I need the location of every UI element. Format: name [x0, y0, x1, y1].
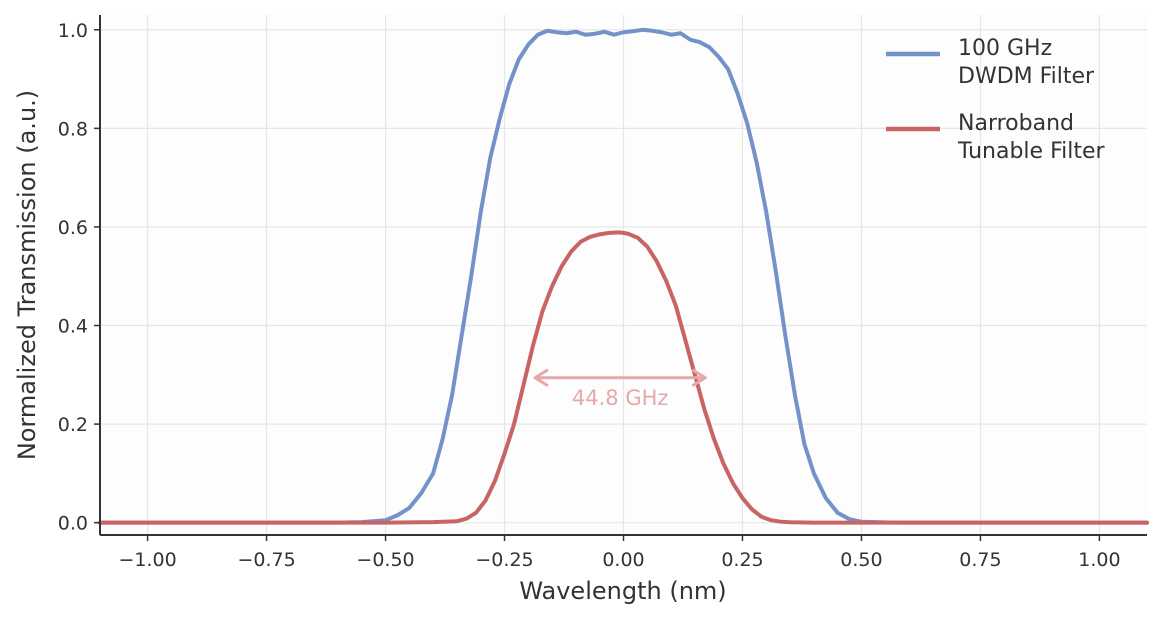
- legend: 100 GHz DWDM Filter Narroband Tunable Filte…: [886, 36, 1106, 164]
- annotation-arrow-head-right: [691, 368, 707, 388]
- y-tick-label: 0.6: [58, 217, 88, 239]
- legend-label-line: 100 GHz: [958, 36, 1052, 61]
- series-line-1: [98, 27, 1149, 525]
- y-tick-label: 0.0: [58, 513, 88, 535]
- y-tick-label: 1.0: [58, 20, 88, 42]
- legend-label-1: 100 GHz DWDM Filter: [958, 36, 1095, 89]
- legend-label-2: Narroband Tunable Filter: [957, 111, 1106, 164]
- y-tick-label: 0.8: [58, 118, 88, 140]
- y-ticks: 0.0 0.2 0.4 0.6 0.8 1.0: [58, 20, 100, 535]
- x-ticks: −1.00 −0.75 −0.50 −0.25 0.00 0.25 0.50 0.75 1.00: [118, 535, 1121, 571]
- series-layer: [98, 27, 1149, 525]
- annotation-layer: 44.8 GHz: [533, 368, 707, 410]
- x-tick-label: −0.50: [356, 549, 414, 571]
- y-tick-label: 0.4: [58, 316, 88, 338]
- annotation-label: 44.8 GHz: [572, 386, 669, 410]
- x-tick-label: 0.50: [840, 549, 882, 571]
- x-tick-label: 0.75: [959, 549, 1001, 571]
- legend-label-line: Tunable Filter: [957, 139, 1106, 164]
- annotation-arrow-head-left: [533, 368, 549, 388]
- x-tick-label: 0.25: [721, 549, 763, 571]
- y-axis-title: Normalized Transmission (a.u.): [13, 90, 41, 460]
- x-tick-label: 0.00: [602, 549, 644, 571]
- legend-label-line: DWDM Filter: [958, 64, 1095, 89]
- x-tick-label: 1.00: [1078, 549, 1120, 571]
- x-tick-label: −0.25: [475, 549, 533, 571]
- x-tick-label: −0.75: [237, 549, 295, 571]
- x-tick-label: −1.00: [118, 549, 176, 571]
- y-tick-label: 0.2: [58, 414, 88, 436]
- x-axis-title: Wavelength (nm): [519, 577, 726, 605]
- series-line-2: [98, 230, 1149, 525]
- legend-label-line: Narroband: [958, 111, 1074, 136]
